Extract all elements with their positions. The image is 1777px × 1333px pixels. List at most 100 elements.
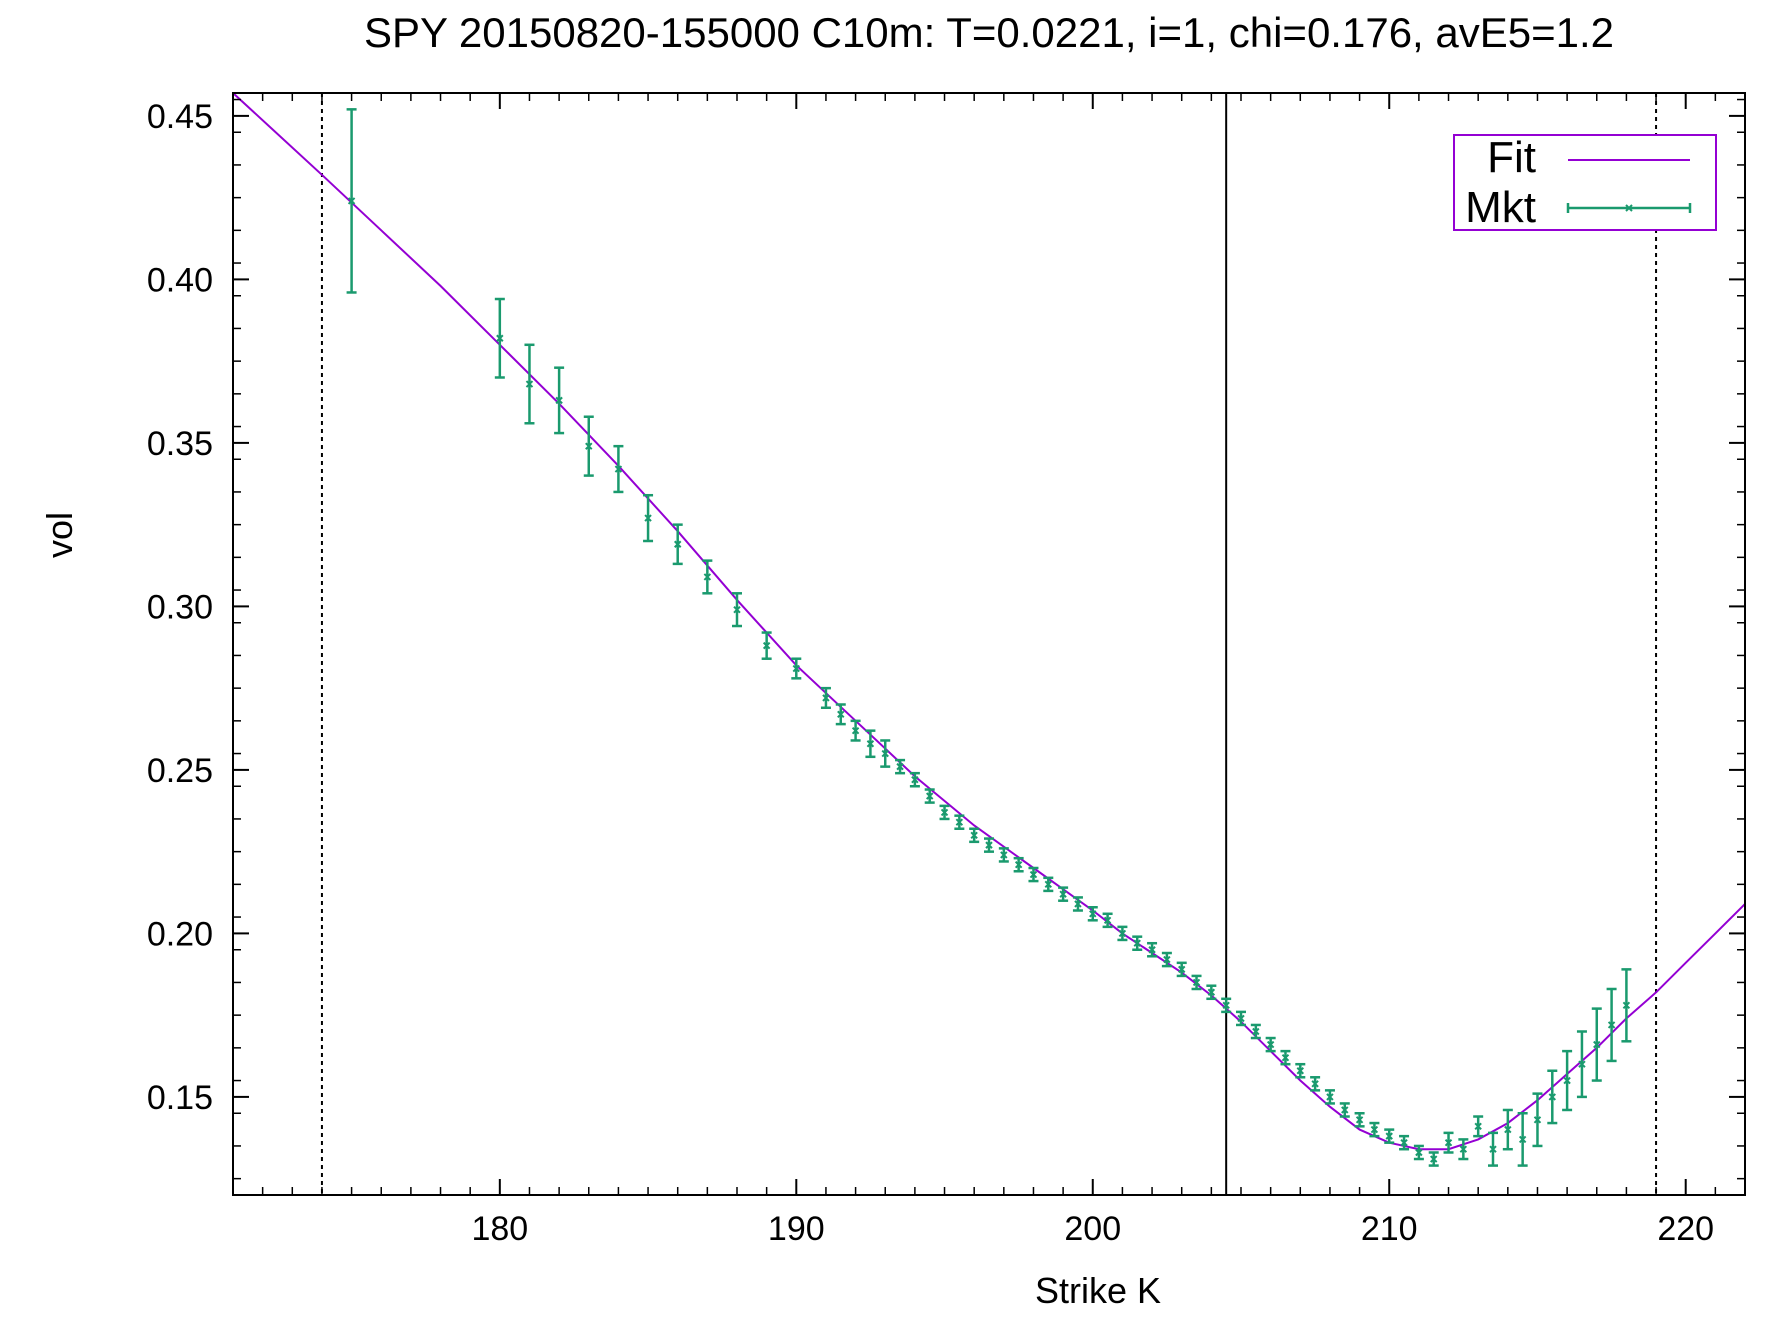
mkt-marker	[1326, 1093, 1334, 1101]
x-axis-label: Strike K	[1035, 1270, 1161, 1311]
mkt-marker	[1370, 1125, 1379, 1134]
mkt-point	[1621, 968, 1632, 1043]
y-tick-label: 0.35	[147, 425, 213, 463]
mkt-marker	[1089, 910, 1097, 918]
mkt-marker	[1504, 1125, 1512, 1134]
mkt-marker	[1222, 1001, 1230, 1010]
x-tick-label: 180	[471, 1210, 528, 1248]
y-tick-label: 0.25	[147, 752, 213, 790]
mkt-marker	[1074, 900, 1082, 908]
mkt-point	[1072, 896, 1083, 912]
mkt-marker	[1593, 1040, 1601, 1049]
mkt-point	[1428, 1151, 1439, 1167]
mkt-marker	[792, 664, 801, 673]
mkt-point	[1295, 1062, 1306, 1079]
mkt-marker	[1533, 1116, 1542, 1124]
legend-mkt-marker	[1625, 204, 1633, 212]
mkt-point	[791, 657, 802, 680]
mkt-point	[1221, 997, 1232, 1014]
mkt-marker	[733, 605, 741, 614]
mkt-marker	[911, 775, 919, 784]
mkt-marker	[1430, 1155, 1438, 1163]
mkt-point	[984, 837, 994, 853]
mkt-marker	[1029, 870, 1038, 879]
mkt-marker	[1311, 1080, 1319, 1088]
mkt-marker	[866, 740, 875, 748]
mkt-marker	[1296, 1067, 1304, 1075]
mkt-point	[850, 719, 861, 742]
mkt-marker	[1415, 1148, 1423, 1157]
mkt-point	[820, 686, 831, 710]
mkt-marker	[1148, 946, 1156, 954]
mkt-point	[954, 814, 965, 831]
mkt-point	[1399, 1134, 1410, 1151]
mkt-point	[1147, 941, 1158, 958]
mkt-point	[939, 804, 950, 821]
mkt-marker	[1059, 890, 1067, 898]
mkt-marker	[1607, 1021, 1616, 1029]
mkt-point	[1562, 1049, 1573, 1112]
mkt-marker	[1489, 1145, 1497, 1153]
mkt-marker	[347, 197, 356, 205]
mkt-marker	[1518, 1135, 1527, 1144]
mkt-point	[702, 559, 713, 595]
mkt-marker	[525, 380, 534, 388]
legend-box	[1453, 134, 1717, 231]
mkt-point	[1532, 1092, 1543, 1148]
mkt-point	[1161, 951, 1172, 968]
mkt-marker	[1548, 1093, 1556, 1101]
mkt-point	[1310, 1076, 1321, 1092]
mkt-marker	[822, 694, 830, 702]
legend-label-mkt: Mkt	[1465, 183, 1536, 232]
mkt-marker	[1207, 988, 1216, 996]
mkt-point	[524, 343, 535, 425]
mkt-point	[865, 729, 876, 759]
mkt-marker	[1118, 929, 1127, 938]
mkt-point	[613, 444, 624, 494]
mkt-marker	[1178, 965, 1186, 974]
y-tick-label: 0.45	[147, 98, 213, 136]
mkt-marker	[703, 573, 712, 581]
mkt-point	[880, 739, 891, 768]
mkt-marker	[1385, 1132, 1393, 1140]
mkt-marker	[1400, 1138, 1408, 1147]
mkt-marker	[496, 334, 504, 342]
mkt-point	[583, 415, 594, 477]
mkt-marker	[1355, 1116, 1364, 1124]
mkt-marker	[1474, 1122, 1482, 1131]
mkt-point	[924, 788, 935, 804]
mkt-marker	[1163, 955, 1171, 964]
mkt-marker	[1622, 1001, 1631, 1010]
mkt-marker	[1192, 978, 1201, 987]
mkt-marker	[1000, 851, 1008, 859]
mkt-marker	[1341, 1106, 1349, 1114]
mkt-point	[1117, 925, 1128, 942]
legend-mkt-swatch	[1566, 203, 1692, 213]
mkt-point	[1369, 1121, 1380, 1138]
mkt-marker	[1237, 1014, 1245, 1023]
mkt-point	[1443, 1131, 1454, 1154]
mkt-point	[1339, 1102, 1350, 1118]
mkt-point	[1102, 912, 1113, 929]
mkt-marker	[1563, 1076, 1571, 1085]
mkt-point	[1502, 1108, 1513, 1151]
mkt-point	[1043, 876, 1054, 893]
mkt-point	[835, 703, 846, 726]
mkt-marker	[1266, 1040, 1275, 1049]
mkt-point	[761, 631, 772, 660]
chart-title: SPY 20150820-155000 C10m: T=0.0221, i=1,…	[364, 9, 1614, 56]
mkt-point	[1473, 1115, 1484, 1138]
legend-label-fit: Fit	[1487, 133, 1536, 182]
mkt-point	[1458, 1138, 1469, 1161]
mkt-point	[1517, 1111, 1528, 1167]
axis-ticks	[232, 93, 1746, 1195]
mkt-marker	[1014, 861, 1023, 869]
mkt-point	[1176, 961, 1187, 978]
x-tick-label: 190	[768, 1210, 825, 1248]
mkt-point	[1280, 1049, 1291, 1066]
mkt-point	[1013, 856, 1024, 873]
y-tick-label: 0.15	[147, 1079, 213, 1117]
mkt-marker	[970, 831, 978, 840]
mkt-marker	[555, 396, 563, 405]
